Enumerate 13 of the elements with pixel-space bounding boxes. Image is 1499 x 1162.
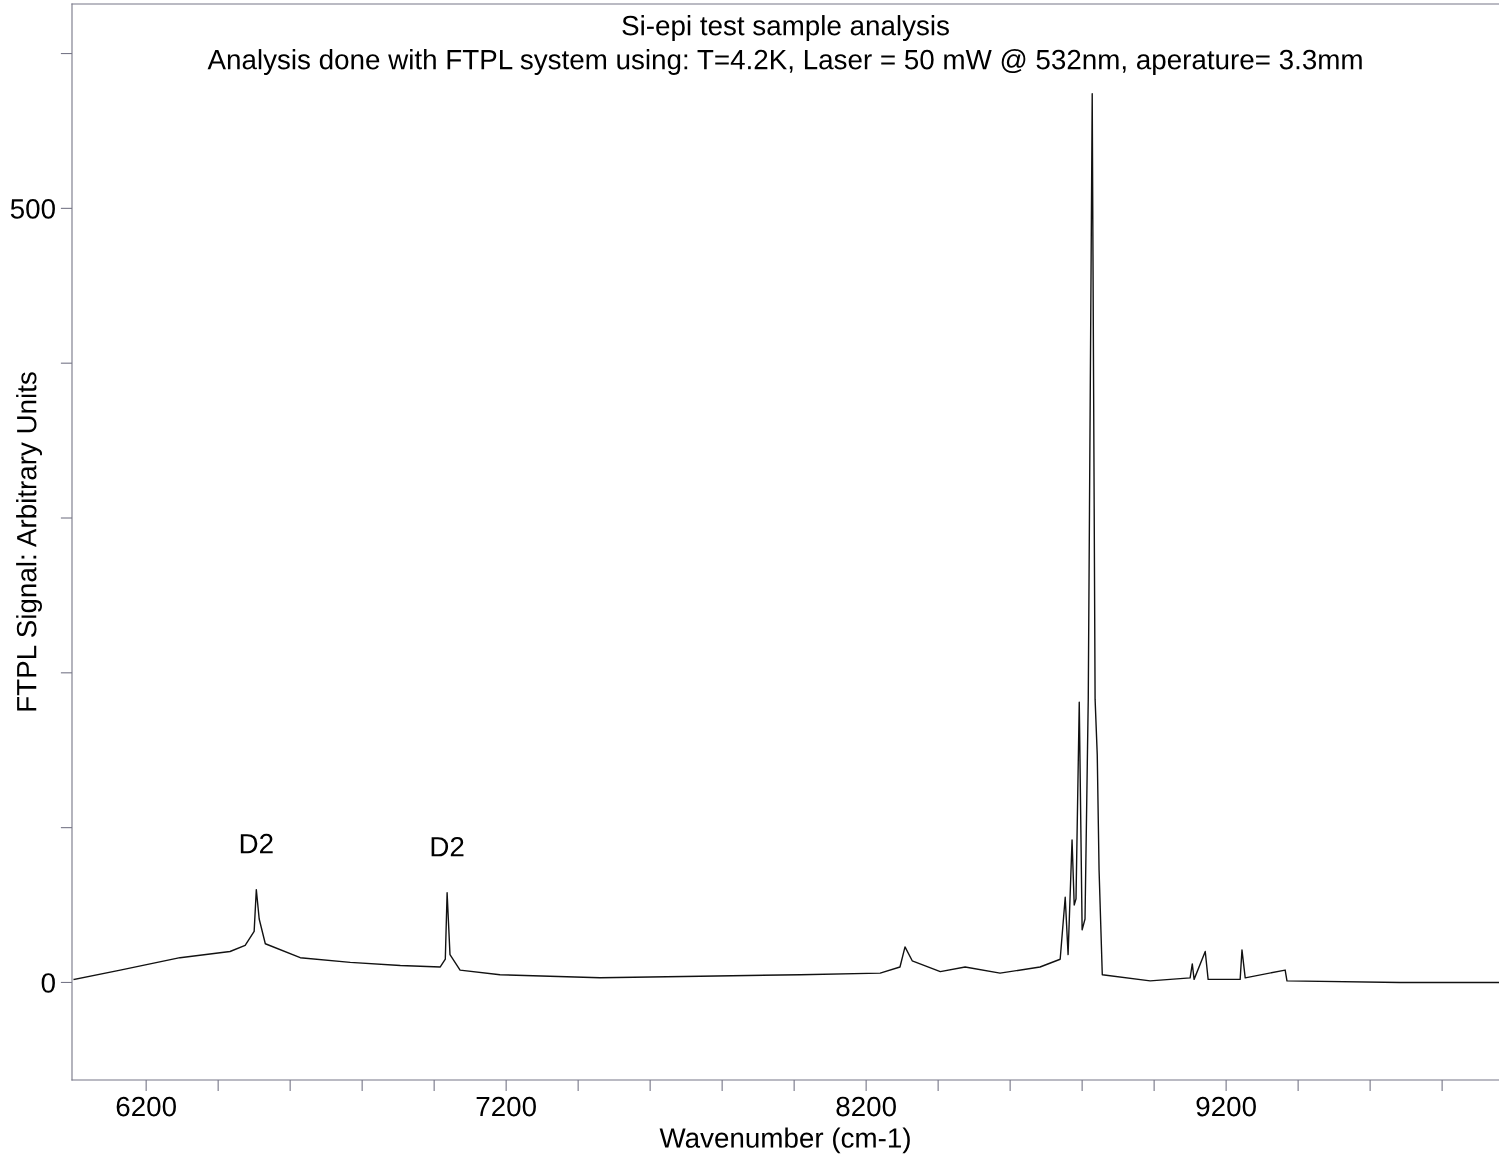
annotation: D2 <box>240 833 273 854</box>
line-series <box>73 93 1499 984</box>
x-axis-title: Wavenumber (cm-1) <box>659 1127 910 1154</box>
text: Analysis done with FTPL system using: T=4.2K, Laser = 50 mW @ 532nm, aperature= 3.3mm <box>207 49 1362 75</box>
y-axis-title: FTPL Signal: Arbitrary Units <box>16 372 42 711</box>
annotation: D2 <box>431 836 464 857</box>
y-tick-label: 0 <box>41 973 55 993</box>
chart-title: Si-epi test sample analysis <box>622 15 949 41</box>
x-tick-label: 9200 <box>1196 1096 1256 1117</box>
x-tick-label: 6200 <box>116 1096 176 1117</box>
x-tick-label: 8200 <box>836 1096 896 1117</box>
y-tick-label: 500 <box>10 199 55 219</box>
x-tick-label: 7200 <box>476 1096 536 1117</box>
